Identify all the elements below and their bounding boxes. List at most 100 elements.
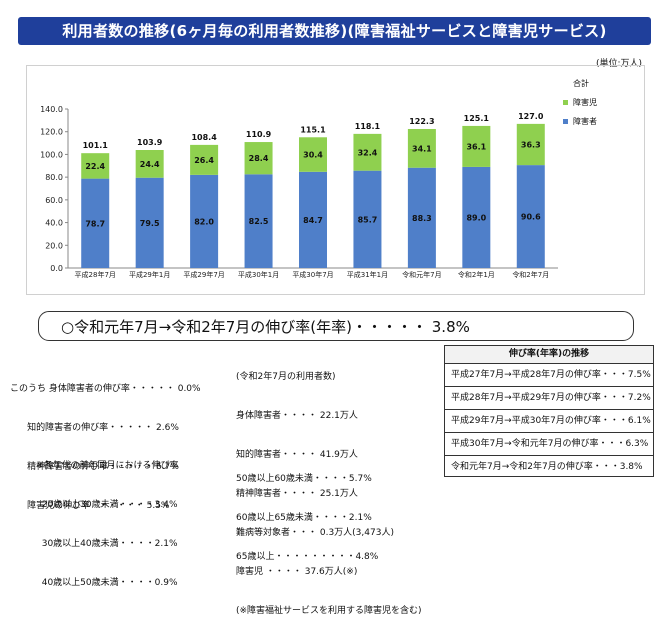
- bar-disabled: [353, 170, 382, 268]
- data-label-disabled: 85.7: [358, 215, 378, 224]
- x-tick-label: 平成30年7月: [292, 270, 333, 279]
- y-tick-label: 60.0: [45, 196, 63, 205]
- data-label-disabled: 88.3: [412, 214, 432, 223]
- age-line: 60歳以上65歳未満・・・・2.1%: [236, 513, 372, 523]
- bar-children: [516, 123, 545, 166]
- trend-row: 平成28年7月→平成29年7月の伸び率・・・7.2%: [445, 387, 653, 410]
- bar-children: [81, 153, 110, 179]
- page-title: 利用者数の推移(6ヶ月毎の利用者数推移)(障害福祉サービスと障害児サービス): [18, 17, 651, 45]
- bar-disabled: [407, 167, 436, 268]
- data-label-total: 125.1: [464, 114, 490, 123]
- legend-item-total: 合計: [563, 77, 597, 89]
- data-label-disabled: 82.0: [194, 217, 214, 226]
- age-growth-left: ※各年代の前年同月における伸び率 20歳以上30歳未満・・・・3.4% 30歳以…: [36, 434, 179, 603]
- data-label-disabled: 82.5: [249, 217, 269, 226]
- data-label-children: 36.3: [521, 140, 541, 149]
- data-label-children: 34.1: [412, 144, 432, 153]
- trend-header: 伸び率(年率)の推移: [445, 346, 653, 364]
- age-growth-right: 50歳以上60歳未満・・・・5.7% 60歳以上65歳未満・・・・2.1% 65…: [236, 447, 378, 577]
- users-line: (※障害福祉サービスを利用する障害児を含む): [236, 606, 422, 616]
- y-tick-label: 100.0: [40, 150, 63, 159]
- trend-row: 平成27年7月→平成28年7月の伸び率・・・7.5%: [445, 364, 653, 387]
- age-line: 20歳以上30歳未満・・・・3.4%: [36, 500, 178, 510]
- y-tick-label: 140.0: [40, 105, 63, 114]
- unit-label: (単位:万人): [595, 59, 642, 69]
- x-tick-label: 平成30年1月: [238, 270, 279, 279]
- data-label-children: 28.4: [249, 154, 269, 163]
- data-label-disabled: 84.7: [303, 216, 323, 225]
- growth-trend-table: 伸び率(年率)の推移 平成27年7月→平成28年7月の伸び率・・・7.5% 平成…: [444, 345, 654, 477]
- x-tick-label: 平成29年7月: [183, 270, 224, 279]
- bar-disabled: [516, 165, 545, 268]
- bar-disabled: [190, 174, 219, 268]
- legend-label-total: 合計: [573, 78, 589, 88]
- data-label-children: 30.4: [303, 151, 323, 160]
- data-label-children: 26.4: [194, 156, 214, 165]
- y-tick-label: 40.0: [45, 219, 63, 228]
- data-label-total: 122.3: [409, 117, 434, 126]
- chart-legend: 合計 障害児 障害者: [563, 77, 597, 134]
- legend-item-disabled: 障害者: [563, 115, 597, 127]
- data-label-children: 32.4: [358, 148, 378, 157]
- data-label-children: 22.4: [85, 162, 105, 171]
- x-tick-label: 平成29年1月: [129, 270, 170, 279]
- bar-disabled: [462, 166, 491, 268]
- bar-disabled: [299, 171, 327, 268]
- bar-children: [135, 149, 164, 178]
- age-line: 30歳以上40歳未満・・・・2.1%: [36, 539, 178, 549]
- x-tick-label: 令和2年1月: [458, 270, 495, 279]
- chart-frame: [26, 65, 645, 295]
- bar-children: [407, 128, 436, 168]
- bar-children: [244, 142, 273, 175]
- x-tick-label: 令和2年7月: [512, 270, 549, 279]
- data-label-total: 127.0: [518, 112, 544, 121]
- users-line: (令和2年7月の利用者数): [236, 372, 336, 382]
- data-label-total: 110.9: [246, 130, 272, 139]
- y-tick-label: 120.0: [40, 128, 63, 137]
- data-label-disabled: 90.6: [521, 213, 541, 222]
- data-label-total: 101.1: [83, 141, 109, 150]
- age-line: 40歳以上50歳未満・・・・0.9%: [36, 578, 178, 588]
- breakdown-line: このうち 身体障害者の伸び率・・・・・ 0.0%: [10, 384, 201, 394]
- data-label-disabled: 79.5: [140, 219, 160, 228]
- data-label-disabled: 89.0: [466, 213, 486, 222]
- trend-row: 平成30年7月→令和元年7月の伸び率・・・6.3%: [445, 433, 653, 456]
- legend-swatch-children: [563, 99, 568, 105]
- bar-disabled: [81, 178, 110, 268]
- trend-row: 令和元年7月→令和2年7月の伸び率・・・3.8%: [451, 462, 643, 472]
- trend-row: 平成29年7月→平成30年7月の伸び率・・・6.1%: [445, 410, 653, 433]
- data-label-children: 36.1: [466, 142, 486, 151]
- bar-children: [462, 125, 491, 167]
- x-tick-label: 令和元年7月: [402, 270, 441, 279]
- data-label-children: 24.4: [140, 160, 160, 169]
- data-label-total: 108.4: [191, 133, 217, 142]
- x-tick-label: 平成28年7月: [75, 270, 116, 279]
- users-line: 知的障害者・・・・ 41.9万人: [236, 450, 358, 460]
- users-line: 精神障害者・・・・ 25.1万人: [236, 489, 358, 499]
- legend-swatch-disabled: [563, 118, 568, 124]
- bar-children: [299, 137, 327, 172]
- users-line: 身体障害者・・・・ 22.1万人: [236, 411, 358, 421]
- legend-label-disabled: 障害者: [573, 116, 597, 126]
- bar-children: [353, 133, 382, 171]
- bar-disabled: [135, 177, 164, 268]
- age-line: 65歳以上・・・・・・・・・4.8%: [236, 552, 379, 562]
- breakdown-line: 精神障害者の伸び率・・・・・ 6.7%: [10, 462, 179, 472]
- age-line: ※各年代の前年同月における伸び率: [36, 461, 179, 471]
- y-tick-label: 0.0: [50, 264, 63, 273]
- y-tick-label: 20.0: [45, 241, 63, 250]
- legend-item-children: 障害児: [563, 96, 597, 108]
- y-tick-label: 80.0: [45, 173, 63, 182]
- growth-headline: ○令和元年7月→令和2年7月の伸び率(年率)・・・・・ 3.8%: [38, 311, 634, 341]
- legend-label-children: 障害児: [573, 97, 597, 107]
- stacked-bar-chart: 0.0 20.0 40.0 60.0 80.0 100.0 120.0 140.0 78.7 22…: [40, 105, 558, 279]
- bar-disabled: [244, 174, 273, 268]
- data-label-disabled: 78.7: [85, 219, 105, 228]
- bar-children: [190, 144, 219, 175]
- x-tick-label: 平成31年1月: [347, 270, 388, 279]
- age-line: 50歳以上60歳未満・・・・5.7%: [236, 474, 372, 484]
- breakdown-line: 知的障害者の伸び率・・・・・ 2.6%: [10, 423, 179, 433]
- data-label-total: 103.9: [137, 138, 163, 147]
- data-label-total: 115.1: [300, 125, 326, 134]
- data-label-total: 118.1: [355, 122, 381, 131]
